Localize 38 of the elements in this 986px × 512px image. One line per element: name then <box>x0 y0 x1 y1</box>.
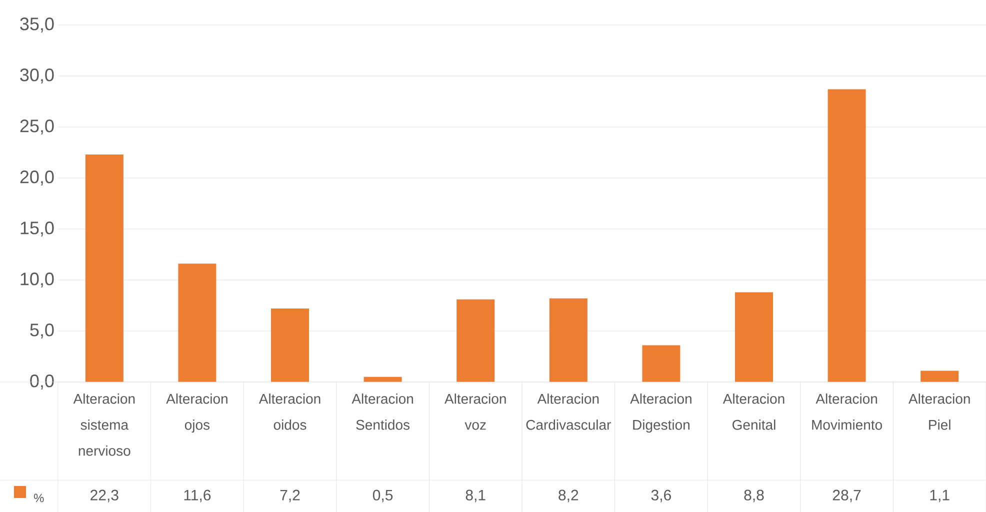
data-label: 22,3 <box>90 490 118 502</box>
bar <box>920 370 959 382</box>
data-label: 7,2 <box>280 490 300 502</box>
y-tick-label: 5,0 <box>30 324 54 338</box>
x-tick-label: Alteracion Piel <box>908 394 970 430</box>
y-tick-label: 35,0 <box>20 18 54 32</box>
x-tick-label: Alteracion Movimiento <box>812 394 882 430</box>
y-tick-label: 25,0 <box>20 120 54 134</box>
legend-label: % <box>34 494 44 502</box>
x-tick-label: Alteracion Digestion <box>630 394 692 433</box>
bar <box>271 308 309 382</box>
data-label: 8,8 <box>744 490 764 502</box>
x-tick-label: Alteracion Cardivascular <box>526 394 611 430</box>
data-label: 1,1 <box>930 490 950 502</box>
data-label: 8,1 <box>466 490 486 502</box>
bar <box>828 89 866 382</box>
data-label: 0,5 <box>372 490 393 502</box>
x-tick-label: Alteracion ojos <box>166 394 228 433</box>
y-tick-label: 15,0 <box>20 222 54 236</box>
data-label: 3,6 <box>651 490 671 502</box>
data-label: 8,2 <box>558 490 578 502</box>
x-tick-label: Alteracion Sentidos <box>352 394 414 430</box>
y-tick-label: 0,0 <box>30 374 54 390</box>
bar <box>456 299 495 382</box>
bar <box>549 298 588 382</box>
y-tick-label: 20,0 <box>20 170 54 186</box>
bar <box>642 345 680 382</box>
x-tick-label: Alteracion oidos <box>258 394 320 430</box>
bar <box>85 154 124 382</box>
data-label: 11,6 <box>184 490 211 502</box>
x-tick-label: Alteracion Genital <box>722 394 784 430</box>
bar <box>735 292 773 382</box>
category-label: Alteracion voz <box>444 394 506 430</box>
data-label: 28,7 <box>832 490 861 502</box>
y-tick-label: 10,0 <box>20 272 54 288</box>
x-tick-label: Alteracion sistema nervioso <box>73 394 135 456</box>
y-tick-label: 30,0 <box>20 68 54 84</box>
bar <box>178 264 216 382</box>
